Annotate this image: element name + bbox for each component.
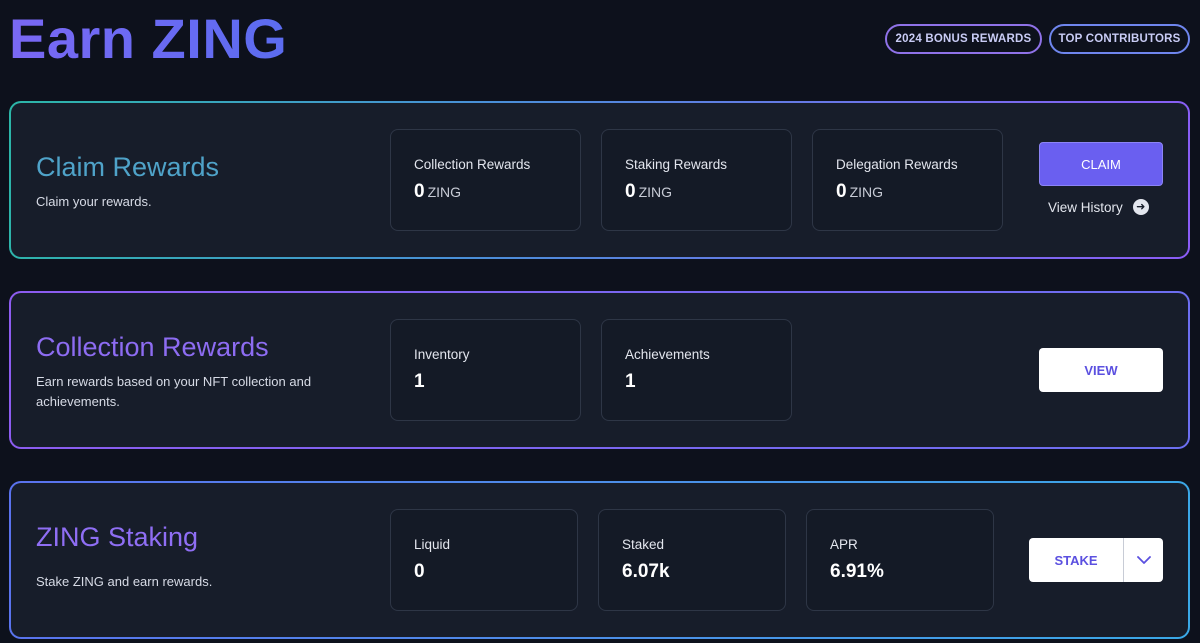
chevron-down-icon (1136, 555, 1151, 564)
claim-rewards-description: Claim your rewards. (36, 194, 152, 209)
staked-stat: Staked 6.07k (598, 509, 786, 611)
stake-dropdown-button[interactable] (1124, 538, 1163, 582)
stat-label: Inventory (414, 347, 470, 362)
stake-button[interactable]: STAKE (1029, 538, 1124, 582)
zing-staking-card: ZING Staking Stake ZING and earn rewards… (9, 481, 1190, 639)
stat-label: Achievements (625, 347, 710, 362)
collection-rewards-title: Collection Rewards (36, 332, 269, 362)
achievements-stat: Achievements 1 (601, 319, 792, 421)
stat-value: 0 ZING (625, 181, 673, 202)
claim-button[interactable]: CLAIM (1039, 142, 1163, 186)
stat-value: 1 (625, 371, 636, 392)
stat-value: 6.07k (622, 561, 670, 582)
stat-value: 0 ZING (414, 181, 462, 202)
view-history-label: View History (1048, 199, 1123, 215)
stat-label: Collection Rewards (414, 157, 531, 172)
stat-value: 0 (414, 561, 425, 582)
stake-split-button: STAKE (1029, 538, 1163, 582)
view-history-link[interactable]: View History ➜ (1048, 199, 1149, 215)
claim-rewards-card: Claim Rewards Claim your rewards. Collec… (9, 101, 1190, 259)
claim-rewards-title: Claim Rewards (36, 152, 220, 182)
stat-label: Delegation Rewards (836, 157, 958, 172)
collection-rewards-stat: Collection Rewards 0 ZING (390, 129, 581, 231)
stat-label: Liquid (414, 537, 451, 552)
stat-value: 6.91% (830, 561, 884, 582)
stat-label: Staked (622, 537, 665, 552)
delegation-rewards-stat: Delegation Rewards 0 ZING (812, 129, 1003, 231)
bonus-rewards-button[interactable]: 2024 BONUS REWARDS (885, 24, 1042, 54)
inventory-stat: Inventory 1 (390, 319, 581, 421)
liquid-stat: Liquid 0 (390, 509, 578, 611)
zing-staking-title: ZING Staking (36, 522, 199, 552)
zing-staking-description: Stake ZING and earn rewards. (36, 574, 213, 589)
stat-label: APR (830, 537, 858, 552)
staking-rewards-stat: Staking Rewards 0 ZING (601, 129, 792, 231)
stat-value: 0 ZING (836, 181, 884, 202)
stat-value: 1 (414, 371, 425, 392)
view-button[interactable]: VIEW (1039, 348, 1163, 392)
page-title: Earn ZING (9, 7, 288, 70)
collection-rewards-card: Collection Rewards Earn rewards based on… (9, 291, 1190, 449)
collection-rewards-description: Earn rewards based on your NFT collectio… (36, 374, 312, 409)
stat-label: Staking Rewards (625, 157, 728, 172)
apr-stat: APR 6.91% (806, 509, 994, 611)
arrow-right-circle-icon: ➜ (1132, 199, 1149, 215)
top-contributors-button[interactable]: TOP CONTRIBUTORS (1049, 24, 1190, 54)
